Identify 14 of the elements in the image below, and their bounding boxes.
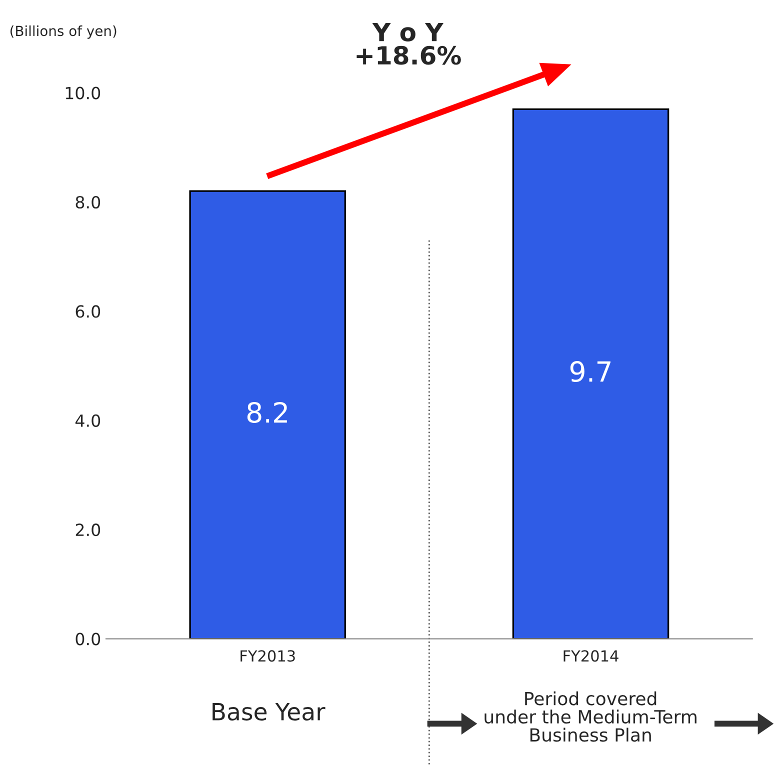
data-label: 8.2 xyxy=(247,402,287,423)
text: Base Year xyxy=(212,703,326,721)
text: Period covered under the Medium-Term Business Plan xyxy=(484,691,696,742)
y-tick-label: 4.0 xyxy=(75,414,100,427)
x-tick-label: FY2013 xyxy=(240,650,295,662)
text: Y o Y +18.6% xyxy=(356,22,461,65)
y-tick-label: 2.0 xyxy=(76,524,100,536)
y-tick-label: 0.0 xyxy=(76,632,100,646)
y-axis-title: (Billions of yen) xyxy=(10,25,116,39)
y-tick-label: 8.0 xyxy=(76,196,100,209)
data-label: 9.7 xyxy=(570,361,610,382)
x-tick-label: FY2014 xyxy=(564,650,618,662)
y-tick-label: 10.0 xyxy=(66,86,100,100)
y-tick-label: 6.0 xyxy=(76,305,100,318)
